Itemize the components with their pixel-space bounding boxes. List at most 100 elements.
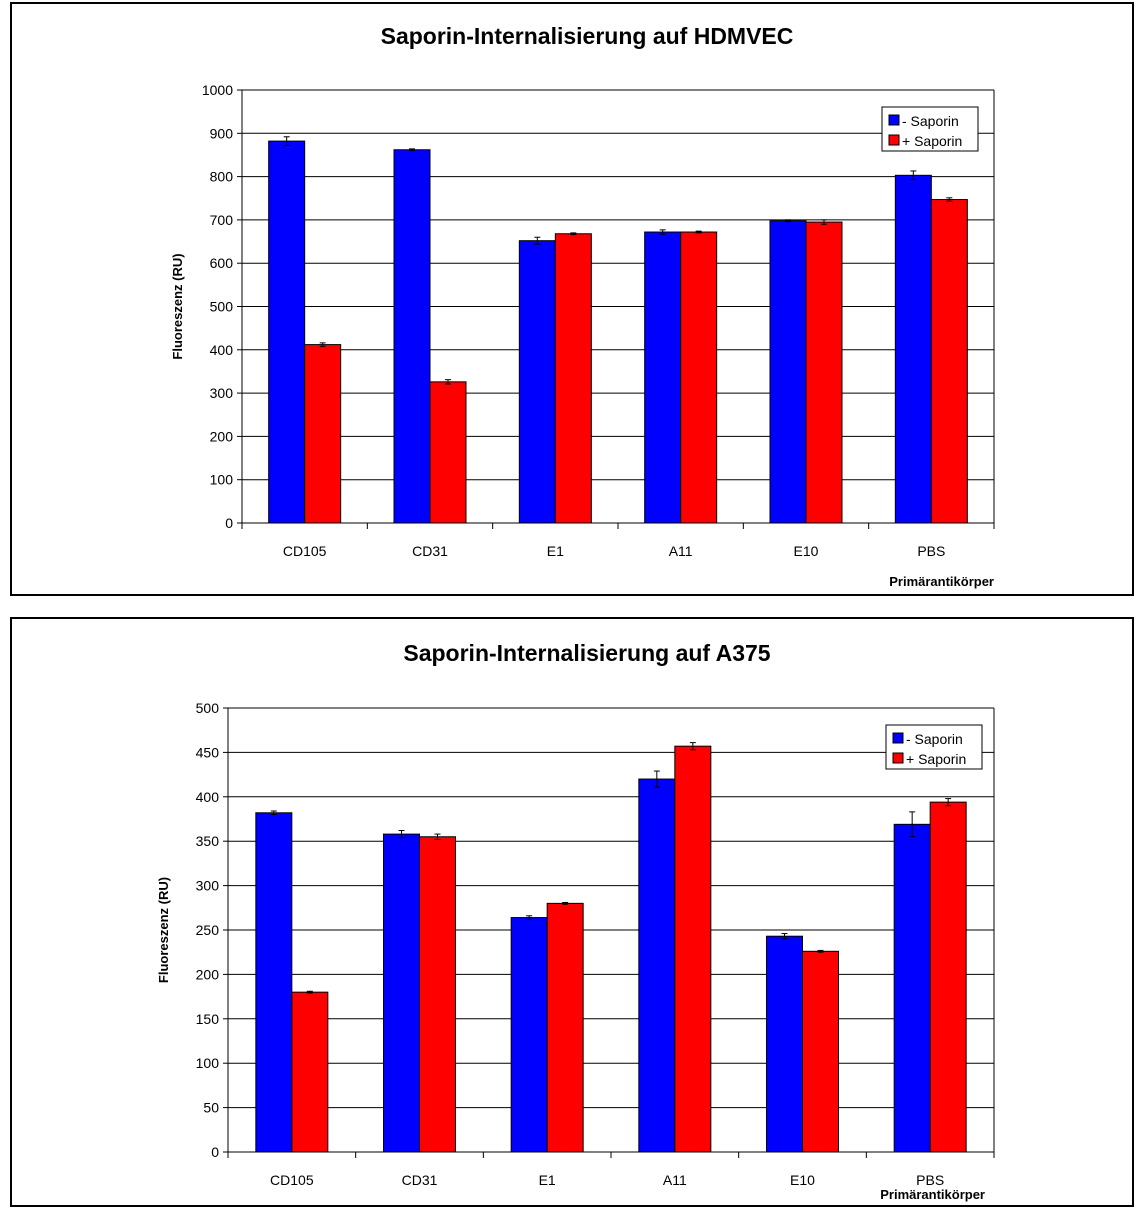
error-bar <box>562 901 569 905</box>
bar-plus-saporin-cd31 <box>429 381 467 524</box>
y-tick-label: 300 <box>210 385 234 401</box>
bar-plus-saporin-cd105 <box>304 344 342 524</box>
error-bar <box>409 148 415 152</box>
x-tick-label: A11 <box>663 1172 687 1188</box>
bar-minus-saporin-cd31 <box>383 833 420 1153</box>
y-tick-label: 100 <box>196 1055 220 1071</box>
bar-minus-saporin-e10 <box>769 220 807 524</box>
error-bar <box>821 219 827 225</box>
y-tick-label: 500 <box>196 700 220 716</box>
x-axis-title: Primärantikörper <box>889 574 994 589</box>
y-tick-label: 450 <box>196 744 220 760</box>
bar-plus-saporin-e1 <box>554 233 592 524</box>
y-tick-label: 0 <box>225 515 233 531</box>
bar-minus-saporin-a11 <box>638 778 676 1153</box>
x-tick-label: E10 <box>794 543 819 559</box>
error-bar <box>817 949 824 953</box>
error-bar <box>785 219 791 223</box>
error-bar <box>445 379 451 385</box>
x-tick-label: E1 <box>547 543 564 559</box>
error-bar <box>570 232 577 236</box>
error-bar <box>434 833 441 840</box>
y-axis-title: Fluoreszenz (RU) <box>156 877 171 983</box>
bar-plus-saporin-a11 <box>674 745 712 1153</box>
y-tick-label: 600 <box>210 255 234 271</box>
bar-minus-saporin-e1 <box>518 240 556 524</box>
bar-plus-saporin-cd31 <box>419 836 456 1153</box>
error-bar <box>319 342 326 347</box>
bar-plus-saporin-e10 <box>802 950 839 1153</box>
error-bar <box>945 798 952 807</box>
error-bar <box>695 230 702 234</box>
bar-minus-saporin-cd31 <box>393 149 431 524</box>
x-tick-label: CD31 <box>412 543 448 559</box>
bar-plus-saporin-e10 <box>805 221 843 524</box>
chart-svg-a375: Saporin-Internalisierung auf A375 0 50 100 1… <box>156 640 995 1202</box>
error-bar <box>659 229 666 235</box>
x-axis-title: Primärantikörper <box>880 1187 985 1202</box>
error-bar <box>910 170 917 181</box>
y-tick-label: 500 <box>210 299 234 315</box>
bar-plus-saporin-pbs <box>930 199 968 524</box>
y-tick-label: 0 <box>211 1144 219 1160</box>
x-tick-label: A11 <box>669 543 693 559</box>
error-bar <box>946 197 953 202</box>
y-tick-label: 400 <box>210 342 234 358</box>
error-bar <box>526 915 533 920</box>
error-bar <box>306 990 313 994</box>
y-tick-label: 200 <box>210 428 234 444</box>
error-bar <box>909 811 916 838</box>
y-tick-label: 900 <box>210 125 234 141</box>
legend: - Saporin + Saporin <box>881 106 979 152</box>
chart-panel-a375: Saporin-Internalisierung auf A375 0 50 100 1… <box>10 617 1134 1207</box>
x-tick-label: CD105 <box>270 1172 314 1188</box>
x-tick-label: PBS <box>917 543 945 559</box>
error-bar <box>398 830 405 839</box>
chart-title: Saporin-Internalisierung auf HDMVEC <box>381 23 794 49</box>
y-tick-label: 200 <box>196 966 220 982</box>
bar-minus-saporin-cd105 <box>268 140 306 524</box>
bar-minus-saporin-a11 <box>644 231 682 524</box>
legend-swatch-plus-saporin <box>888 134 900 146</box>
legend-label: + Saporin <box>906 751 966 767</box>
y-tick-label: 700 <box>210 212 234 228</box>
bar-plus-saporin-pbs <box>929 801 967 1153</box>
legend-label: - Saporin <box>902 113 959 129</box>
y-tick-label: 400 <box>196 789 220 805</box>
bar-minus-saporin-e10 <box>766 935 803 1153</box>
bar-minus-saporin-pbs <box>894 174 932 524</box>
legend-swatch-plus-saporin <box>892 752 904 764</box>
y-tick-label: 300 <box>196 878 220 894</box>
error-bar <box>534 236 541 245</box>
x-tick-label: E10 <box>790 1172 815 1188</box>
x-tick-label: PBS <box>916 1172 944 1188</box>
x-tick-label: CD105 <box>283 543 327 559</box>
y-tick-label: 50 <box>203 1100 219 1116</box>
chart-panel-hdmvec: Saporin-Internalisierung auf HDMVEC 0 100 2… <box>10 2 1134 596</box>
legend-label: + Saporin <box>902 133 962 149</box>
error-bar <box>270 810 277 816</box>
legend: - Saporin + Saporin <box>885 724 983 770</box>
legend-swatch-minus-saporin <box>892 732 904 744</box>
y-tick-label: 350 <box>196 833 220 849</box>
error-bar <box>653 770 660 788</box>
y-tick-label: 1000 <box>202 82 233 98</box>
y-tick-label: 250 <box>196 922 220 938</box>
bar-plus-saporin-a11 <box>680 231 718 524</box>
error-bar <box>689 742 696 751</box>
y-tick-label: 100 <box>210 472 234 488</box>
y-axis-title: Fluoreszenz (RU) <box>170 253 185 359</box>
bar-minus-saporin-cd105 <box>255 812 293 1153</box>
bar-minus-saporin-pbs <box>893 823 931 1153</box>
y-tick-label: 150 <box>196 1011 220 1027</box>
x-tick-label: CD31 <box>402 1172 438 1188</box>
legend-label: - Saporin <box>906 731 963 747</box>
bar-minus-saporin-e1 <box>510 917 548 1153</box>
legend-swatch-minus-saporin <box>888 114 900 126</box>
y-tick-label: 800 <box>210 169 234 185</box>
chart-title: Saporin-Internalisierung auf A375 <box>403 640 770 666</box>
bar-plus-saporin-e1 <box>546 902 584 1153</box>
bar-plus-saporin-cd105 <box>291 991 329 1153</box>
x-tick-label: E1 <box>539 1172 556 1188</box>
error-bar <box>781 933 788 940</box>
